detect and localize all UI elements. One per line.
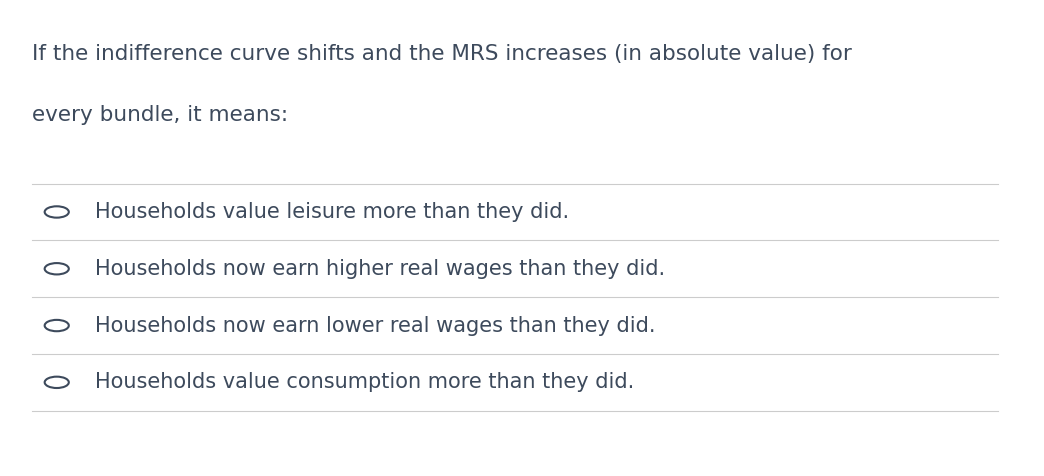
Text: every bundle, it means:: every bundle, it means: [31,106,288,126]
Text: Households now earn lower real wages than they did.: Households now earn lower real wages tha… [95,316,656,336]
Text: Households now earn higher real wages than they did.: Households now earn higher real wages th… [95,259,665,279]
Circle shape [45,377,69,388]
Circle shape [45,263,69,275]
Text: Households value consumption more than they did.: Households value consumption more than t… [95,372,634,392]
Circle shape [45,206,69,218]
Text: Households value leisure more than they did.: Households value leisure more than they … [95,202,569,222]
Circle shape [45,320,69,331]
Text: If the indifference curve shifts and the MRS increases (in absolute value) for: If the indifference curve shifts and the… [31,44,852,64]
